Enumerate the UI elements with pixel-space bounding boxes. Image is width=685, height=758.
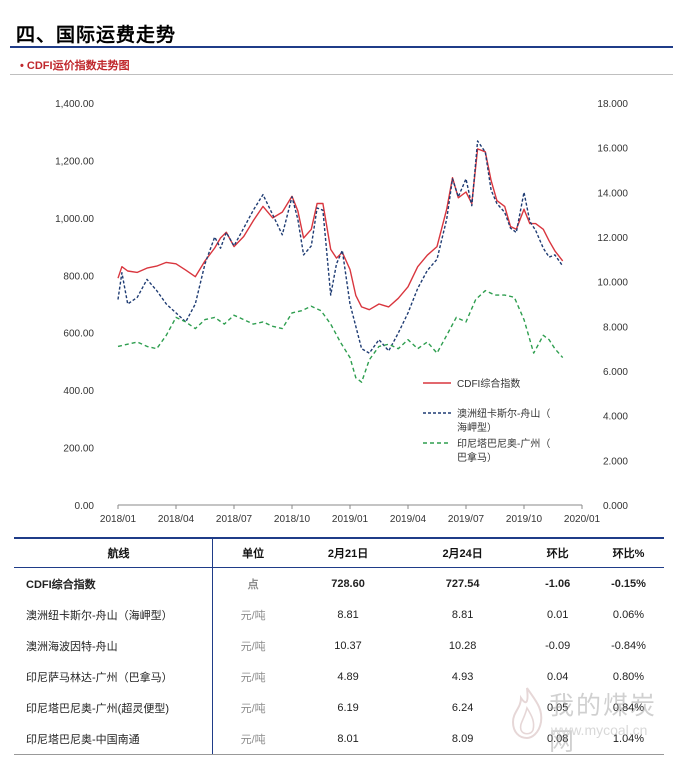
table-row: 印尼萨马林达-广州（巴拿马） 元/吨 4.89 4.93 0.04 0.80% [14,661,664,692]
x-tick-label: 2018/07 [216,514,253,525]
series-line-2 [117,289,564,383]
x-tick-label: 2018/01 [100,514,137,525]
subtitle-rule [10,74,673,75]
value-date1: 8.01 [293,723,403,755]
series-line-1 [117,140,564,354]
y-right-tick-label: 10.000 [597,278,628,289]
header-date1: 2月21日 [293,537,403,568]
site-watermark: 我的煤炭网 www.mycoal.cn [501,682,671,756]
value-change-pct: -0.84% [611,639,646,652]
value-date2: 4.93 [451,670,474,683]
route-name: 澳洲海波因特-舟山 [26,640,118,653]
title-rule [10,46,673,48]
value-date1: 10.37 [334,639,362,652]
value-change-pct: 0.84% [612,701,645,714]
value-date2: 6.24 [451,701,474,714]
route-unit: 元/吨 [212,630,294,661]
y-left-tick-label: 1,400.00 [55,99,94,110]
series-line-0 [117,148,564,311]
y-left-tick-label: 1,000.00 [55,214,94,225]
value-change-pct: 0.06% [612,608,645,621]
chart-series [117,140,564,383]
route-name: 澳洲纽卡斯尔-舟山（海岬型） [26,609,173,622]
value-date2: 727.54 [445,577,480,590]
y-right-tick-label: 14.000 [597,188,628,199]
y-left-tick-label: 800.00 [63,271,94,282]
x-tick-label: 2019/07 [448,514,485,525]
x-tick-label: 2019/04 [390,514,427,525]
y-right-tick-label: 12.000 [597,233,628,244]
route-unit: 元/吨 [212,599,294,630]
legend-label: 印尼塔巴尼奥-广州（巴拿马） [457,437,550,464]
value-date2: 8.81 [451,608,474,621]
value-date2: 10.28 [448,639,477,652]
y-right-tick-label: 16.000 [597,144,628,155]
flame-logo-icon [511,687,543,740]
y-right-tick-label: 18.000 [597,99,628,110]
header-change: 环比 [522,537,593,568]
y-right-tick-label: 8.000 [603,322,628,333]
value-change-pct: 1.04% [593,723,664,755]
y-right-tick-label: 6.000 [603,367,628,378]
table-row: 印尼塔巴尼奥-广州(超灵便型) 元/吨 6.19 6.24 0.05 0.84% [14,692,664,723]
y-left-tick-label: 400.00 [63,386,94,397]
freight-index-chart: 0.00 200.00 400.00 600.00 800.00 1,000.00 1,20… [55,99,628,525]
section-title: 四、国际运费走势 [16,25,177,46]
value-change: 0.08 [522,723,593,755]
y-right-tick-label: 2.000 [603,456,628,467]
value-change: 0.05 [546,701,569,714]
value-change: -0.09 [545,639,571,652]
x-tick-label: 2018/04 [158,514,195,525]
route-name: CDFI综合指数 [26,578,96,591]
y-right-tick-label: 4.000 [603,412,628,423]
y-left-tick-label: 200.00 [63,444,94,455]
route-unit: 元/吨 [212,723,294,755]
value-change: 0.04 [546,670,569,683]
watermark-title: 我的煤炭网 [549,692,658,756]
y-right-tick-label: 0.000 [603,501,628,512]
value-change: -1.06 [545,577,571,590]
y-left-tick-label: 0.00 [75,501,95,512]
header-route: 航线 [14,537,213,568]
x-tick-label: 2019/01 [332,514,369,525]
route-name: 印尼塔巴尼奥-中国南通 [14,723,213,755]
value-date1: 8.81 [337,608,359,621]
watermark-url: www.mycoal.cn [551,722,648,738]
x-tick-label: 2020/01 [564,514,601,525]
table-row: 澳洲纽卡斯尔-舟山（海岬型） 元/吨 8.81 8.81 0.01 0.06% [14,599,664,630]
legend-label: CDFI综合指数 [457,377,520,390]
value-date1: 6.19 [337,701,359,714]
chart-axes: 0.00 200.00 400.00 600.00 800.00 1,000.00 1,20… [55,99,628,525]
table-row: 印尼塔巴尼奥-中国南通 元/吨 8.01 8.09 0.08 1.04% [14,723,664,755]
legend-label: 澳洲纽卡斯尔-舟山（海岬型） [457,407,550,434]
route-unit: 元/吨 [212,692,294,723]
chart-subtitle: • CDFI运价指数走势图 [20,60,130,72]
value-change-pct: -0.15% [611,577,646,590]
y-left-tick-label: 600.00 [63,329,94,340]
route-unit: 点 [212,567,294,599]
header-date2: 2月24日 [402,537,523,568]
header-change-pct: 环比% [593,537,664,568]
header-unit: 单位 [212,537,294,568]
route-name: 印尼萨马林达-广州（巴拿马） [26,671,173,684]
y-left-tick-label: 1,200.00 [55,156,94,167]
x-tick-label: 2019/10 [506,514,543,525]
freight-table: 航线 单位 2月21日 2月24日 环比 环比% CDFI综合指数 点 728.… [14,537,664,755]
table-row: 澳洲海波因特-舟山 元/吨 10.37 10.28 -0.09 -0.84% [14,630,664,661]
table-header-row: 航线 单位 2月21日 2月24日 环比 环比% [14,537,664,568]
value-change: 0.01 [546,608,569,621]
route-unit: 元/吨 [212,661,294,692]
freight-table-wrap: 航线 单位 2月21日 2月24日 环比 环比% CDFI综合指数 点 728.… [14,537,664,755]
route-name: 印尼塔巴尼奥-广州(超灵便型) [26,702,169,715]
value-date1: 4.89 [337,670,359,683]
value-date1: 728.60 [331,577,365,590]
x-tick-label: 2018/10 [274,514,311,525]
table-row: CDFI综合指数 点 728.60 727.54 -1.06 -0.15% [14,567,664,599]
value-change-pct: 0.80% [612,670,645,683]
